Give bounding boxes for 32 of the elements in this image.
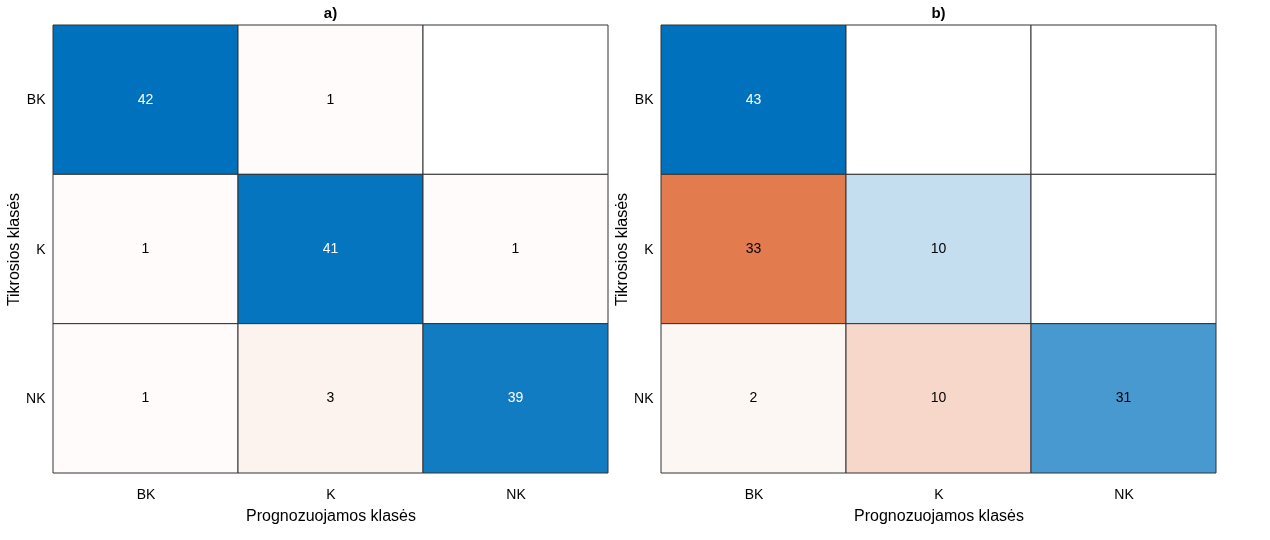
data-label: 1 <box>141 389 150 406</box>
data-label: 1 <box>511 240 520 256</box>
y-tick-label: NK <box>634 389 655 406</box>
data-label: 1 <box>326 90 335 107</box>
y-tick-label: K <box>644 240 655 257</box>
x-axis-title: Prognozuojamos klasės <box>246 506 416 524</box>
chart-title: b) <box>931 3 946 21</box>
x-tick-label: K <box>934 485 945 502</box>
data-label: 10 <box>930 240 947 256</box>
data-label: 33 <box>745 240 762 256</box>
data-label: 43 <box>745 90 762 107</box>
y-axis-title: Tikrosios klasės <box>5 192 23 307</box>
y-tick-label: NK <box>26 389 47 406</box>
x-tick-label: NK <box>506 485 527 502</box>
x-tick-label: NK <box>1114 485 1135 502</box>
y-tick-label: BK <box>26 91 47 108</box>
data-label: 31 <box>1115 389 1132 406</box>
data-label: 2 <box>749 389 758 406</box>
y-tick-label: K <box>36 240 47 257</box>
x-tick-label: K <box>326 485 337 502</box>
chart-title: a) <box>323 3 338 21</box>
x-tick-label: BK <box>136 485 156 502</box>
data-label: 1 <box>141 240 150 256</box>
y-axis-title: Tikrosios klasės <box>613 192 631 307</box>
x-axis-title: Prognozuojamos klasės <box>854 506 1024 524</box>
data-label: 42 <box>137 90 154 107</box>
data-label: 3 <box>326 389 335 406</box>
data-label: 41 <box>322 240 339 256</box>
x-tick-label: BK <box>744 485 764 502</box>
data-label: 39 <box>507 389 524 406</box>
data-label: 10 <box>930 389 947 406</box>
y-tick-label: BK <box>634 91 655 108</box>
